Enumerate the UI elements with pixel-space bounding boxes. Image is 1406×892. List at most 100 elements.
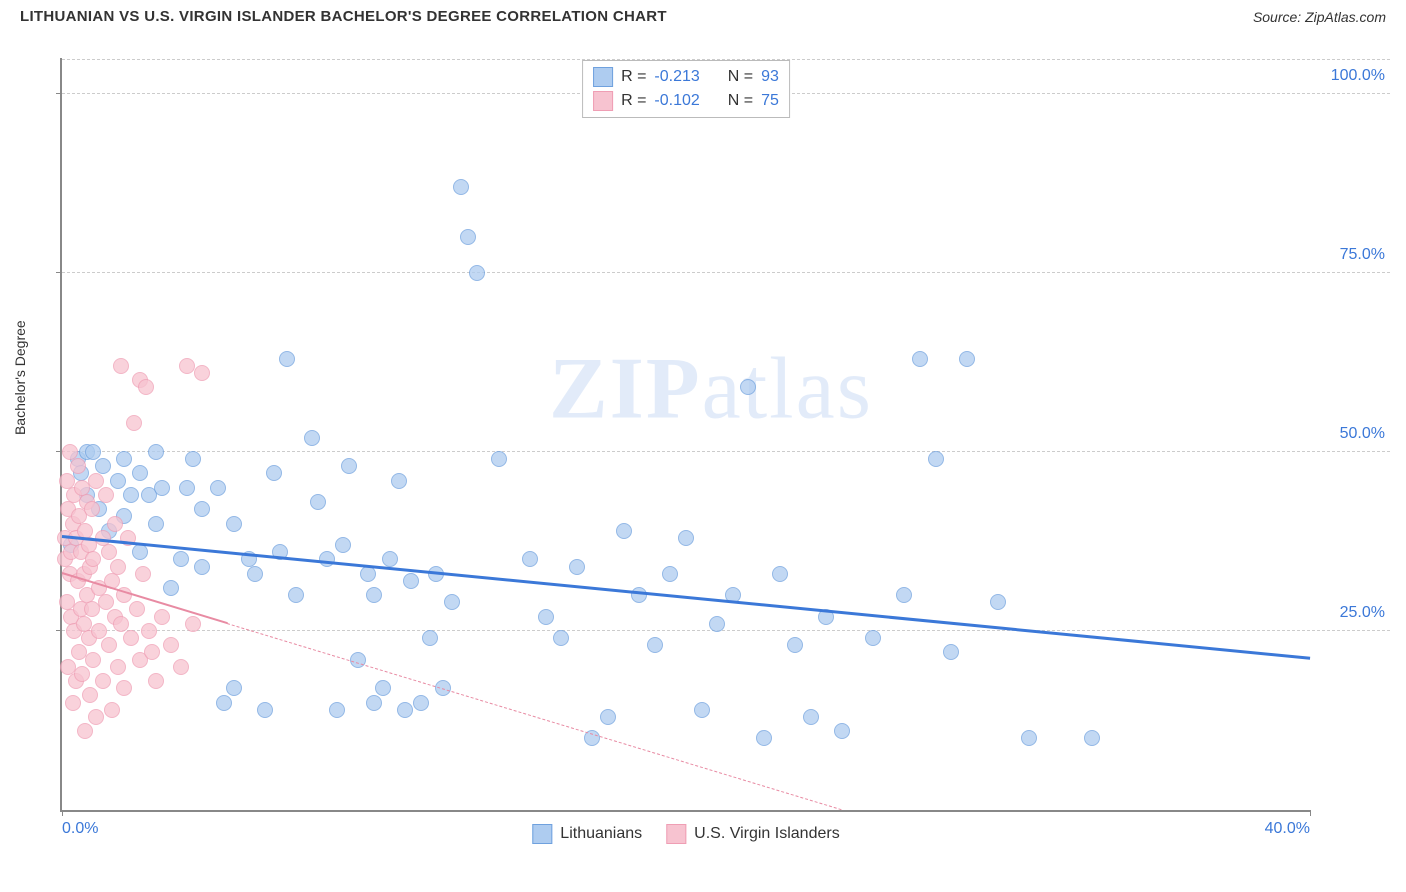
data-point [662,566,678,582]
chart-title: LITHUANIAN VS U.S. VIRGIN ISLANDER BACHE… [20,8,667,25]
data-point [194,559,210,575]
data-point [257,702,273,718]
y-axis-label: Bachelor's Degree [12,320,28,435]
data-point [444,594,460,610]
data-point [101,637,117,653]
data-point [391,473,407,489]
legend-swatch [666,824,686,844]
data-point [144,644,160,660]
data-point [154,609,170,625]
data-point [403,573,419,589]
data-point [85,444,101,460]
data-point [84,501,100,517]
data-point [116,451,132,467]
x-tick-label: 0.0% [62,820,98,838]
data-point [329,702,345,718]
data-point [366,587,382,603]
data-point [756,730,772,746]
data-point [148,444,164,460]
legend-stat-row: R = -0.102N = 75 [593,89,779,113]
data-point [912,351,928,367]
data-point [865,630,881,646]
data-point [1084,730,1100,746]
data-point [569,559,585,575]
data-point [600,709,616,725]
data-point [266,465,282,481]
data-point [787,637,803,653]
data-point [375,680,391,696]
legend-swatch [593,91,613,111]
data-point [803,709,819,725]
data-point [110,659,126,675]
data-point [453,179,469,195]
data-point [959,351,975,367]
data-point [154,480,170,496]
data-point [279,351,295,367]
stats-legend: R = -0.213N = 93R = -0.102N = 75 [582,60,790,118]
y-tick-label: 75.0% [1315,246,1385,264]
data-point [341,458,357,474]
data-point [74,666,90,682]
data-point [132,465,148,481]
data-point [85,551,101,567]
data-point [107,516,123,532]
data-point [834,723,850,739]
data-point [990,594,1006,610]
data-point [91,623,107,639]
data-point [226,680,242,696]
x-tick-label: 40.0% [1265,820,1310,838]
data-point [113,358,129,374]
data-point [173,551,189,567]
data-point [772,566,788,582]
data-point [65,695,81,711]
data-point [304,430,320,446]
data-point [77,723,93,739]
y-tick-label: 50.0% [1315,425,1385,443]
data-point [288,587,304,603]
data-point [460,229,476,245]
data-point [382,551,398,567]
gridline [62,630,1390,631]
data-point [740,379,756,395]
data-point [132,544,148,560]
data-point [896,587,912,603]
data-point [491,451,507,467]
data-point [138,379,154,395]
legend-stat-row: R = -0.213N = 93 [593,65,779,89]
data-point [335,537,351,553]
data-point [179,480,195,496]
data-point [943,644,959,660]
data-point [538,609,554,625]
data-point [135,566,151,582]
data-point [694,702,710,718]
y-tick-label: 100.0% [1315,67,1385,85]
data-point [163,580,179,596]
plot-area: ZIPatlas R = -0.213N = 93R = -0.102N = 7… [60,58,1310,812]
data-point [1021,730,1037,746]
data-point [88,473,104,489]
source-attribution: Source: ZipAtlas.com [1253,9,1386,25]
data-point [104,702,120,718]
watermark: ZIPatlas [549,338,873,439]
data-point [469,265,485,281]
data-point [163,637,179,653]
data-point [110,473,126,489]
data-point [616,523,632,539]
data-point [179,358,195,374]
trend-line [227,623,842,810]
data-point [85,652,101,668]
trend-line [62,535,1310,660]
legend-item: Lithuanians [532,824,642,844]
data-point [709,616,725,632]
data-point [194,501,210,517]
data-point [95,673,111,689]
data-point [98,487,114,503]
data-point [123,630,139,646]
data-point [210,480,226,496]
data-point [216,695,232,711]
legend-swatch [532,824,552,844]
data-point [522,551,538,567]
data-point [553,630,569,646]
data-point [116,680,132,696]
data-point [110,559,126,575]
